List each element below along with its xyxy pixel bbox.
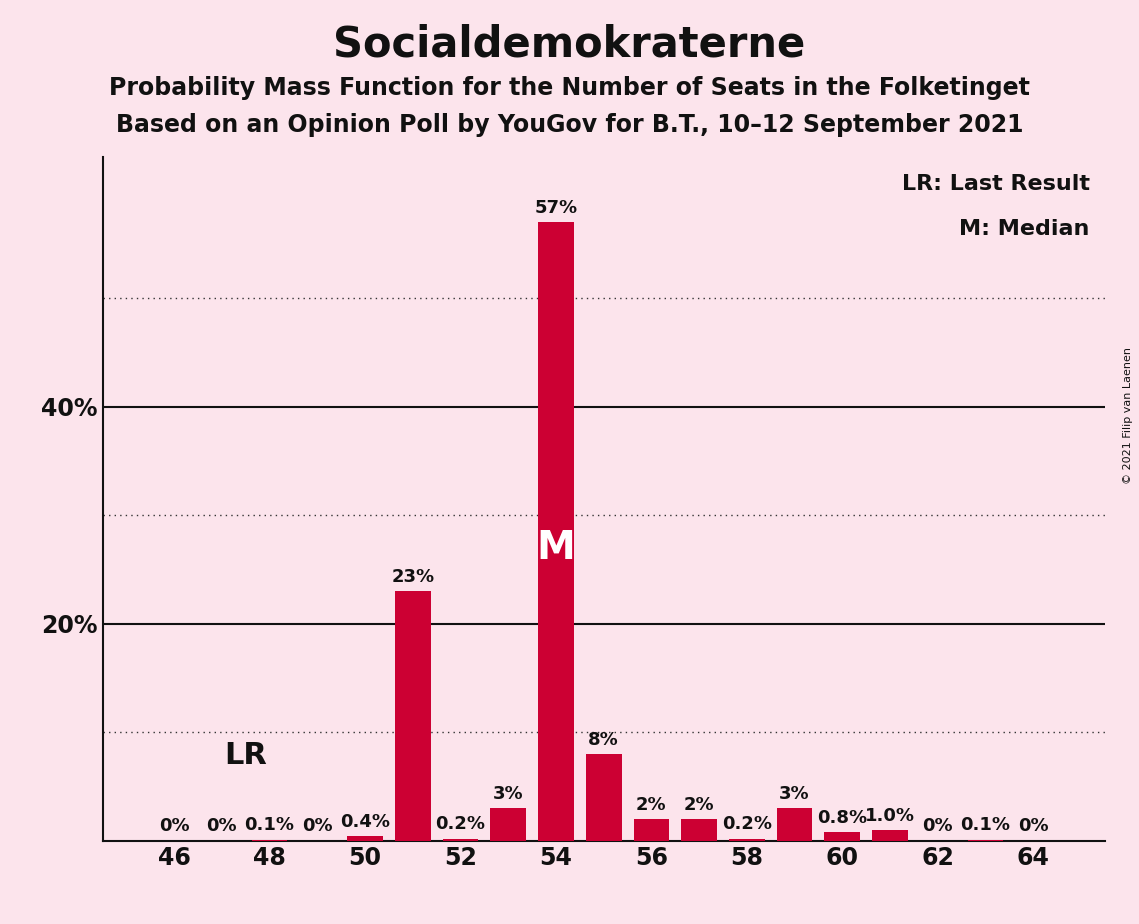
Text: M: Median: M: Median [959,219,1090,238]
Text: 0%: 0% [158,818,189,835]
Text: 57%: 57% [534,199,577,217]
Text: 0.4%: 0.4% [341,813,390,831]
Bar [872,830,908,841]
Text: 1.0%: 1.0% [865,807,915,824]
Bar [585,754,622,841]
Text: 3%: 3% [779,784,810,803]
Text: 0.8%: 0.8% [818,808,868,827]
Bar [490,808,526,841]
Text: 8%: 8% [589,731,618,748]
Bar [729,839,764,841]
Bar [395,591,431,841]
Bar [825,833,860,841]
Text: Based on an Opinion Poll by YouGov for B.T., 10–12 September 2021: Based on an Opinion Poll by YouGov for B… [116,113,1023,137]
Text: M: M [536,529,575,566]
Bar [633,820,670,841]
Bar [443,839,478,841]
Bar [777,808,812,841]
Text: 2%: 2% [683,796,714,814]
Text: 23%: 23% [391,567,434,586]
Text: 0%: 0% [1018,818,1049,835]
Bar [347,836,383,841]
Text: © 2021 Filip van Laenen: © 2021 Filip van Laenen [1123,347,1133,484]
Text: 0%: 0% [206,818,237,835]
Text: 0.2%: 0.2% [722,815,772,833]
Text: Socialdemokraterne: Socialdemokraterne [334,23,805,65]
Text: 0%: 0% [923,818,953,835]
Bar [538,222,574,841]
Bar [681,820,718,841]
Bar [252,840,287,841]
Text: LR: LR [224,741,268,771]
Bar [968,840,1003,841]
Text: 0.2%: 0.2% [435,815,485,833]
Text: 0.1%: 0.1% [960,816,1010,834]
Text: 3%: 3% [493,784,524,803]
Text: 0%: 0% [302,818,333,835]
Text: LR: Last Result: LR: Last Result [902,175,1090,194]
Text: 0.1%: 0.1% [245,816,295,834]
Text: Probability Mass Function for the Number of Seats in the Folketinget: Probability Mass Function for the Number… [109,76,1030,100]
Text: 2%: 2% [636,796,666,814]
